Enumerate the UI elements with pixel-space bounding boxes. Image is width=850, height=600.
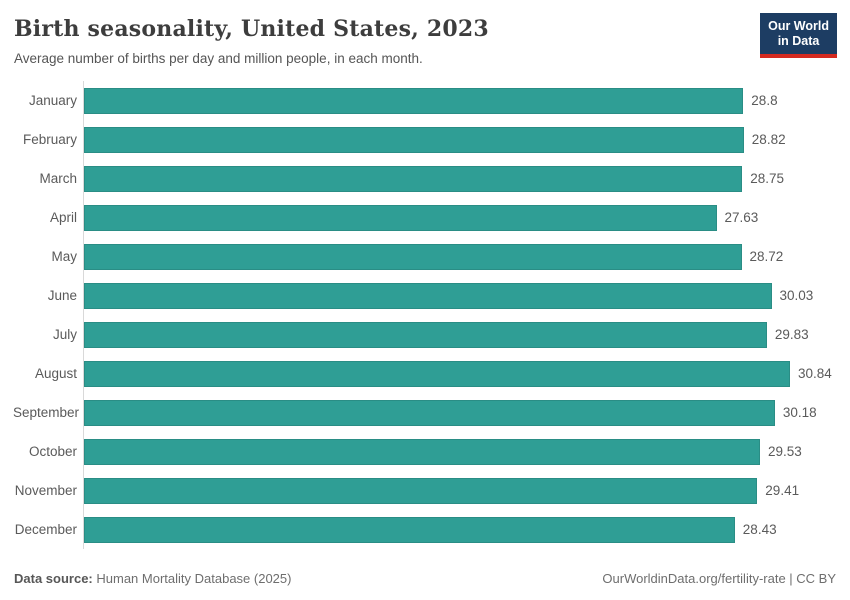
category-label: May	[51, 249, 77, 264]
chart-row: December 28.43	[13, 510, 837, 549]
value-label: 29.83	[774, 327, 809, 342]
chart-row: February 28.82	[13, 120, 837, 159]
category-label: June	[47, 288, 77, 303]
bar-chart: January 28.8 February 28.82 March 28.75 …	[13, 81, 837, 549]
bar[interactable]	[84, 360, 790, 387]
category-label: July	[52, 327, 77, 342]
chart-row: July 29.83	[13, 315, 837, 354]
value-label: 29.41	[765, 483, 800, 498]
value-label: 28.72	[749, 249, 784, 264]
bar[interactable]	[84, 399, 775, 426]
value-label: 28.75	[750, 171, 784, 186]
value-label: 30.03	[779, 288, 814, 303]
bar[interactable]	[84, 282, 772, 309]
chart-footer: Data source: Human Mortality Database (2…	[13, 571, 837, 586]
data-source-value: Human Mortality Database (2025)	[96, 571, 292, 586]
category-label: December	[14, 522, 77, 537]
owid-logo[interactable]: Our World in Data	[760, 13, 837, 58]
bar-track: 30.18	[83, 393, 837, 432]
bar-track: 28.43	[83, 510, 837, 549]
value-label: 30.84	[798, 366, 832, 381]
bar[interactable]	[84, 126, 744, 153]
chart-row: November 29.41	[13, 471, 837, 510]
chart-row: April 27.63	[13, 198, 837, 237]
category-label: August	[34, 366, 77, 381]
category-label: January	[28, 93, 77, 108]
owid-logo-line1: Our World	[768, 19, 829, 33]
bar[interactable]	[84, 516, 735, 543]
bar[interactable]	[84, 321, 767, 348]
bar-track: 28.82	[83, 120, 837, 159]
bar-track: 29.53	[83, 432, 837, 471]
category-label: November	[14, 483, 77, 498]
category-label: February	[22, 132, 77, 147]
data-source: Data source: Human Mortality Database (2…	[14, 571, 291, 586]
chart-row: September 30.18	[13, 393, 837, 432]
bar-track: 30.84	[83, 354, 837, 393]
chart-row: January 28.8	[13, 81, 837, 120]
bar-track: 27.63	[83, 198, 837, 237]
bar[interactable]	[84, 87, 744, 114]
bar[interactable]	[84, 243, 742, 270]
value-label: 27.63	[724, 210, 759, 225]
chart-title: Birth seasonality, United States, 2023	[14, 16, 489, 42]
bar[interactable]	[84, 204, 717, 231]
chart-row: March 28.75	[13, 159, 837, 198]
chart-row: August 30.84	[13, 354, 837, 393]
chart-header: Birth seasonality, United States, 2023 A…	[13, 13, 837, 66]
value-label: 28.8	[751, 93, 778, 108]
bar-track: 30.03	[83, 276, 837, 315]
bar-track: 28.72	[83, 237, 837, 276]
value-label: 29.53	[768, 444, 802, 459]
chart-row: May 28.72	[13, 237, 837, 276]
data-source-label: Data source:	[14, 571, 93, 586]
bar[interactable]	[84, 477, 758, 504]
category-label: September	[13, 405, 80, 420]
category-label: March	[39, 171, 77, 186]
chart-row: June 30.03	[13, 276, 837, 315]
bar-track: 29.41	[83, 471, 837, 510]
owid-logo-line2: in Data	[777, 34, 820, 49]
bar-track: 28.8	[83, 81, 837, 120]
bar-track: 28.75	[83, 159, 837, 198]
value-label: 28.43	[742, 522, 777, 537]
chart-row: October 29.53	[13, 432, 837, 471]
value-label: 30.18	[782, 405, 817, 420]
bar[interactable]	[84, 438, 760, 465]
chart-titles: Birth seasonality, United States, 2023 A…	[13, 13, 489, 66]
bar[interactable]	[84, 165, 743, 192]
category-label: October	[28, 444, 77, 459]
footer-credit-link[interactable]: OurWorldinData.org/fertility-rate | CC B…	[602, 571, 836, 586]
category-label: April	[49, 210, 77, 225]
value-label: 28.82	[751, 132, 786, 147]
bar-track: 29.83	[83, 315, 837, 354]
chart-subtitle: Average number of births per day and mil…	[14, 51, 423, 66]
